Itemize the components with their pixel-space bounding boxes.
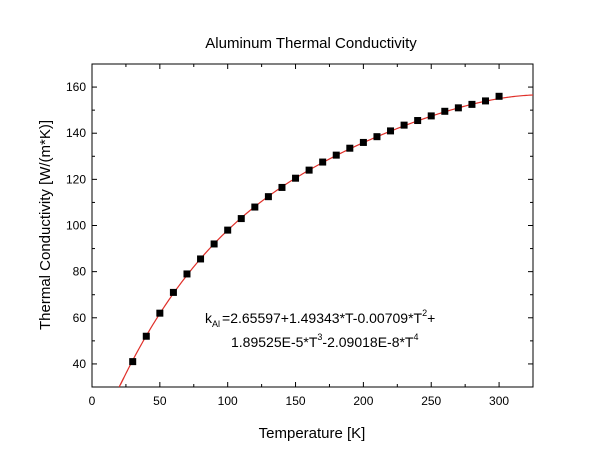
data-point (292, 174, 300, 182)
x-tick-label: 250 (421, 394, 441, 408)
y-tick-label: 140 (66, 126, 86, 140)
data-point (224, 226, 232, 234)
data-point (210, 240, 218, 248)
data-point (427, 112, 435, 120)
equation-symbol: k (205, 310, 213, 326)
data-point (400, 121, 408, 129)
x-tick-label: 150 (286, 394, 306, 408)
x-axis: 0 50 100 150 200 250 300 (89, 64, 534, 408)
equation-sup-2a: 3 (317, 332, 322, 342)
data-point (346, 144, 354, 152)
data-point (454, 104, 462, 112)
data-point (495, 92, 503, 100)
y-tick-label: 80 (73, 265, 87, 279)
data-point (387, 127, 395, 135)
equation-line-2-mid: -2.09018E-8*T (322, 334, 414, 350)
data-point (237, 215, 245, 223)
data-point (319, 158, 327, 166)
y-tick-label: 120 (66, 172, 86, 186)
data-point (197, 255, 205, 263)
data-point (169, 288, 177, 296)
x-tick-label: 50 (153, 394, 167, 408)
equation-subscript: Al (212, 319, 220, 329)
data-point (468, 100, 476, 108)
equation-sup-1: 2 (422, 308, 427, 318)
x-tick-label: 100 (218, 394, 238, 408)
fit-equation: kAl =2.65597+1.49343*T-0.00709*T2+ 1.8952… (205, 308, 435, 350)
y-axis: 40 60 80 100 120 140 160 (66, 63, 533, 388)
data-point (251, 203, 259, 211)
data-point (264, 193, 272, 201)
equation-line-1: kAl =2.65597+1.49343*T-0.00709*T2+ (205, 308, 435, 329)
chart-title: Aluminum Thermal Conductivity (205, 35, 417, 52)
equation-line-2-text: 1.89525E-5*T (231, 334, 318, 350)
data-point (414, 117, 422, 125)
data-point (482, 97, 490, 105)
data-point (142, 332, 150, 340)
fit-curve-tail (118, 377, 125, 388)
x-tick-label: 300 (489, 394, 509, 408)
y-axis-label: Thermal Conductivity [W/(m*K)] (37, 120, 54, 330)
x-axis-label: Temperature [K] (259, 425, 366, 442)
data-point (305, 166, 313, 174)
y-tick-label: 40 (73, 357, 87, 371)
data-point (332, 151, 340, 159)
data-point (183, 270, 191, 278)
data-point (359, 138, 367, 146)
data-point (129, 358, 137, 366)
x-tick-label: 0 (89, 394, 96, 408)
data-point (156, 309, 164, 317)
y-tick-label: 160 (66, 80, 86, 94)
y-tick-label: 60 (73, 311, 87, 325)
data-point (441, 107, 449, 115)
x-tick-label: 200 (353, 394, 373, 408)
equation-line-1-text: =2.65597+1.49343*T-0.00709*T (222, 310, 423, 326)
equation-line-1-tail: + (427, 310, 435, 326)
equation-line-2: 1.89525E-5*T3-2.09018E-8*T4 (231, 332, 419, 350)
data-point (373, 133, 381, 141)
y-tick-label: 100 (66, 219, 86, 233)
data-points-layer (129, 92, 503, 366)
data-point (278, 183, 286, 191)
equation-sup-2b: 4 (413, 332, 418, 342)
